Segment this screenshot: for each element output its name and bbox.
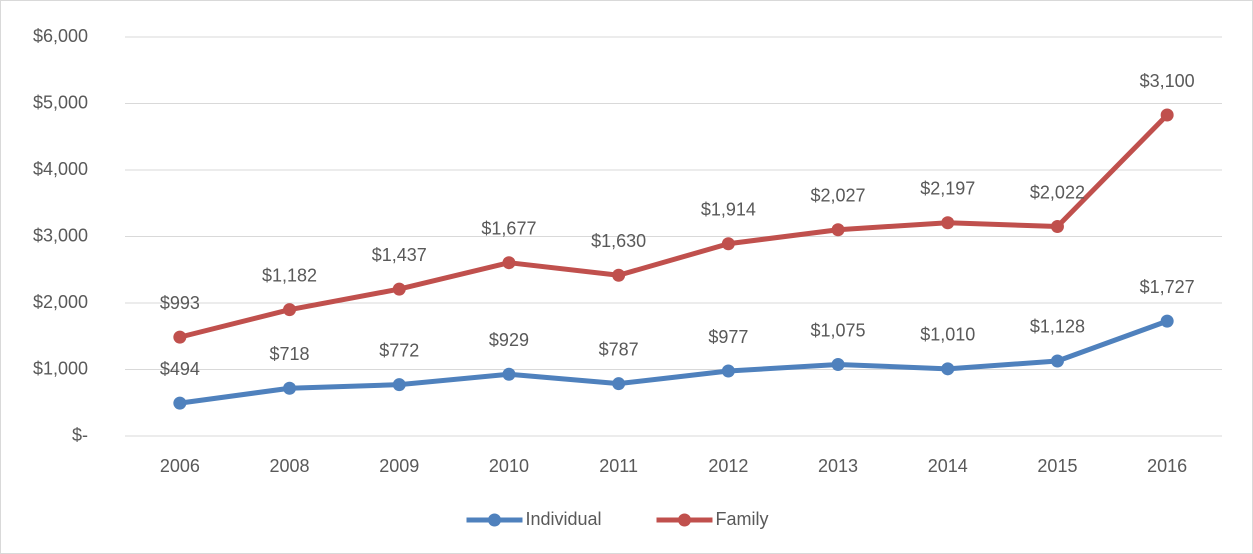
data-point	[1160, 314, 1174, 328]
data-label: $1,630	[591, 231, 646, 251]
data-label: $1,727	[1140, 277, 1195, 297]
y-tick-label: $5,000	[33, 92, 88, 112]
data-label: $1,914	[701, 199, 756, 219]
data-label: $772	[379, 340, 419, 360]
x-tick-label: 2011	[599, 456, 638, 476]
data-point	[173, 330, 187, 344]
y-tick-label: $4,000	[33, 159, 88, 179]
data-label: $718	[270, 344, 310, 364]
x-tick-label: 2010	[489, 456, 529, 476]
y-tick-label: $2,000	[33, 292, 88, 312]
data-label: $1,128	[1030, 317, 1085, 337]
x-tick-label: 2006	[160, 456, 200, 476]
data-point	[283, 303, 297, 317]
legend-marker	[678, 513, 691, 527]
data-point	[1160, 108, 1174, 122]
data-label: $929	[489, 330, 529, 350]
data-label: $787	[599, 339, 639, 359]
data-point	[173, 396, 187, 410]
y-tick-label: $6,000	[33, 26, 88, 46]
data-label: $977	[708, 327, 748, 347]
data-label: $1,010	[920, 325, 975, 345]
data-point	[392, 378, 406, 392]
data-point	[941, 362, 955, 376]
data-label: $1,677	[481, 218, 536, 238]
x-tick-label: 2015	[1037, 456, 1077, 476]
legend-label: Family	[716, 509, 769, 529]
data-point	[612, 268, 626, 282]
data-label: $993	[160, 293, 200, 313]
data-point	[392, 282, 406, 296]
data-label: $3,100	[1140, 71, 1195, 91]
y-tick-label: $3,000	[33, 225, 88, 245]
data-point	[1050, 354, 1064, 368]
data-point	[721, 364, 735, 378]
data-point	[831, 358, 845, 372]
series-line	[179, 318, 1169, 406]
data-point	[502, 367, 516, 381]
data-point	[831, 223, 845, 237]
y-tick-label: $-	[72, 425, 88, 445]
data-label: $2,197	[920, 178, 975, 198]
data-label: $1,075	[811, 320, 866, 340]
y-tick-label: $1,000	[33, 358, 88, 378]
data-label: $2,027	[811, 185, 866, 205]
x-tick-label: 2013	[818, 456, 858, 476]
series-line	[179, 113, 1169, 340]
data-label: $494	[160, 359, 200, 379]
data-point	[283, 381, 297, 395]
data-point	[1050, 220, 1064, 234]
x-tick-label: 2009	[379, 456, 419, 476]
data-point	[721, 237, 735, 251]
x-tick-label: 2014	[928, 456, 968, 476]
data-label: $2,022	[1030, 182, 1085, 202]
data-point	[502, 256, 516, 270]
legend-marker	[488, 513, 501, 527]
data-point	[612, 377, 626, 391]
x-tick-label: 2016	[1147, 456, 1187, 476]
legend-label: Individual	[526, 509, 602, 529]
data-label: $1,437	[372, 245, 427, 265]
data-label: $1,182	[262, 265, 317, 285]
data-point	[941, 216, 955, 230]
x-tick-label: 2012	[708, 456, 748, 476]
x-tick-label: 2008	[270, 456, 310, 476]
